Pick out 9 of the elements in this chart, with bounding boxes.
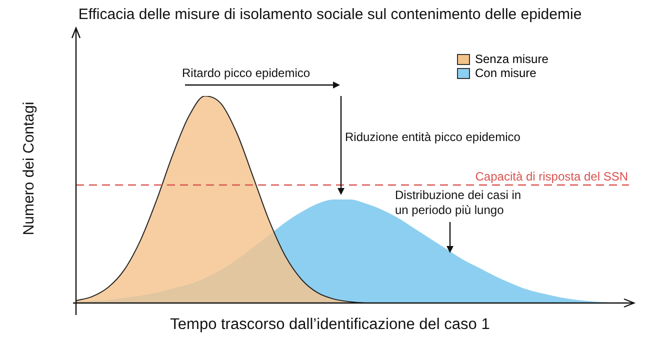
text: Ritardo picco epidemico: [182, 66, 310, 80]
annotation: Distribuzione dei casi in un periodo più lungo: [395, 188, 522, 218]
x-axis-title: Tempo trascorso dall’identificazione del caso 1: [169, 316, 491, 334]
chart-title: Efficacia delle misure di isolamento sociale sul contenimento delle epidemie: [77, 6, 583, 23]
legend-label: Con misure: [475, 66, 536, 80]
ref-line-label: Capacità di risposta del SSN: [475, 169, 628, 184]
legend-label: Senza misure: [475, 52, 548, 66]
y-axis-title: Numero dei Contagi: [20, 100, 38, 238]
annotation: Riduzione entità picco epidemico: [345, 130, 520, 144]
